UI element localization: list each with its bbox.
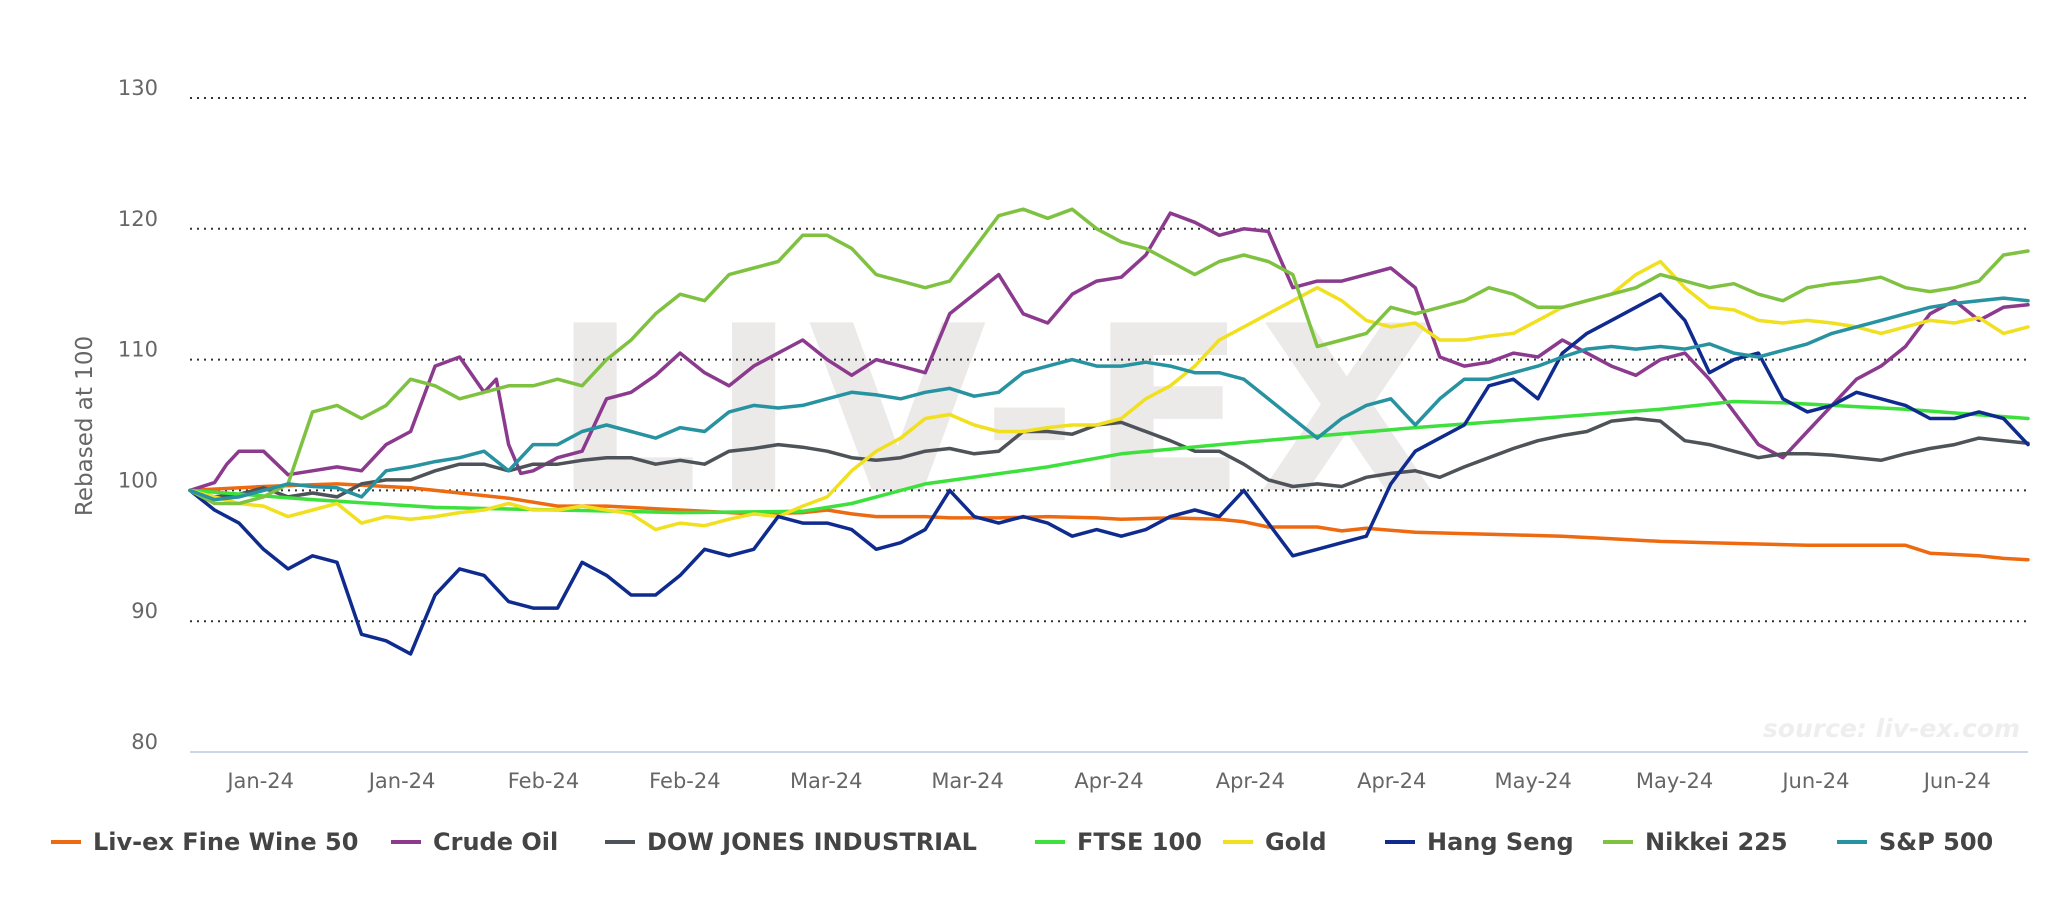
grid-lines bbox=[190, 97, 2028, 623]
x-tick-label: Feb-24 bbox=[649, 769, 720, 793]
x-tick-label: Jan-24 bbox=[225, 769, 294, 793]
x-axis: Jan-24 Jan-24 Feb-24 Feb-24 Mar-24 Mar-24 Apr-… bbox=[190, 751, 2028, 793]
x-tick-label: Apr-24 bbox=[1074, 769, 1143, 793]
legend-item[interactable]: Gold bbox=[1223, 828, 1327, 856]
x-tick-label: Mar-24 bbox=[931, 769, 1004, 793]
x-tick-label: Feb-24 bbox=[508, 769, 579, 793]
legend-item[interactable]: FTSE 100 bbox=[1035, 828, 1202, 856]
y-tick-label: 90 bbox=[131, 599, 158, 623]
x-tick-label: Apr-24 bbox=[1357, 769, 1426, 793]
legend-item[interactable]: DOW JONES INDUSTRIAL bbox=[605, 828, 977, 856]
y-tick-label: 80 bbox=[131, 730, 158, 754]
y-axis-title: Rebased at 100 bbox=[72, 336, 98, 516]
legend-label: DOW JONES INDUSTRIAL bbox=[647, 828, 977, 856]
y-tick-label: 130 bbox=[118, 76, 158, 100]
x-tick-label: Mar-24 bbox=[790, 769, 863, 793]
legend-label: S&P 500 bbox=[1879, 828, 1993, 856]
y-axis: 80 90 100 110 120 130 bbox=[118, 76, 158, 754]
legend-label: Crude Oil bbox=[433, 828, 558, 856]
legend-label: Liv-ex Fine Wine 50 bbox=[93, 828, 358, 856]
x-tick-label: Jan-24 bbox=[367, 769, 436, 793]
series-line-6 bbox=[188, 207, 2030, 506]
source-credit: source: liv-ex.com bbox=[1763, 714, 2020, 743]
series-lines bbox=[188, 207, 2030, 656]
x-tick-label: Jun-24 bbox=[1922, 769, 1991, 793]
watermark: LIV-EX bbox=[552, 278, 1447, 545]
legend-item[interactable]: Nikkei 225 bbox=[1603, 828, 1788, 856]
series-line-2 bbox=[188, 416, 2030, 499]
x-tick-label: Jun-24 bbox=[1780, 769, 1849, 793]
x-tick-label: May-24 bbox=[1494, 769, 1571, 793]
legend-label: FTSE 100 bbox=[1077, 828, 1202, 856]
series-line-7 bbox=[188, 296, 2030, 502]
y-tick-label: 100 bbox=[118, 468, 158, 492]
legend-label: Gold bbox=[1265, 828, 1327, 856]
x-tick-label: Apr-24 bbox=[1216, 769, 1285, 793]
legend-label: Hang Seng bbox=[1427, 828, 1574, 856]
legend-label: Nikkei 225 bbox=[1645, 828, 1788, 856]
legend-item[interactable]: Liv-ex Fine Wine 50 bbox=[51, 828, 358, 856]
legend-item[interactable]: Hang Seng bbox=[1385, 828, 1574, 856]
series-line-4 bbox=[188, 259, 2030, 532]
legend: Liv-ex Fine Wine 50 Crude Oil DOW JONES IN… bbox=[51, 828, 1993, 856]
y-tick-label: 110 bbox=[118, 338, 158, 362]
legend-item[interactable]: Crude Oil bbox=[391, 828, 558, 856]
y-tick-label: 120 bbox=[118, 207, 158, 231]
legend-item[interactable]: S&P 500 bbox=[1837, 828, 1993, 856]
x-tick-label: May-24 bbox=[1636, 769, 1713, 793]
series-line-5 bbox=[188, 292, 2030, 656]
